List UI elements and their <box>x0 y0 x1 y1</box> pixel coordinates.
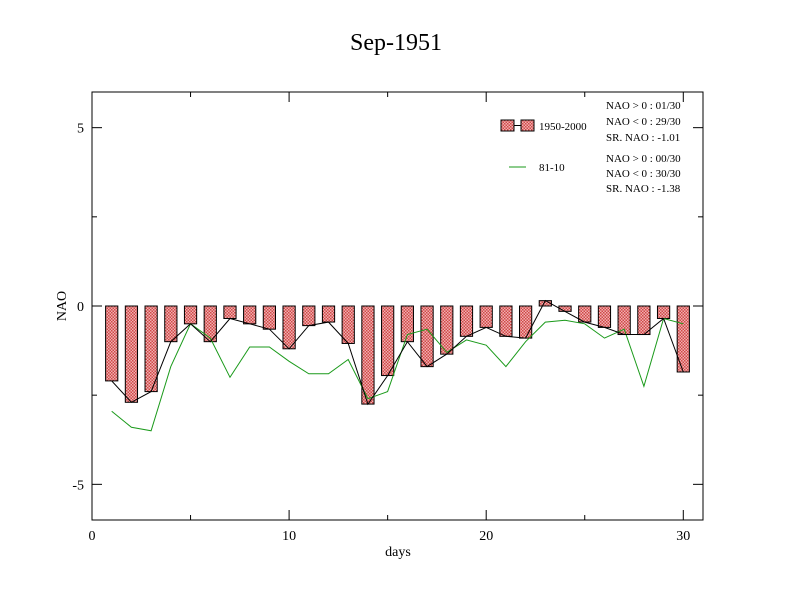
bar <box>400 305 414 343</box>
x-tick-label: 30 <box>676 529 690 544</box>
bar <box>459 305 474 337</box>
line-series <box>111 299 684 432</box>
bar-series-1950-2000 <box>105 300 690 405</box>
bar <box>243 305 257 325</box>
bar <box>321 305 336 323</box>
bar <box>479 305 493 328</box>
x-axis-label: days <box>385 545 411 560</box>
legend-stat-nao-pos-1: NAO > 0 : 01/30 <box>606 100 681 112</box>
bar <box>499 305 513 337</box>
legend-stat-nao-pos-2: NAO > 0 : 00/30 <box>606 153 681 165</box>
bar <box>381 305 395 377</box>
line-81-10 <box>111 317 684 432</box>
legend-stat-nao-neg-2: NAO < 0 : 30/30 <box>606 168 681 180</box>
legend-stat-sr-nao-2: SR. NAO : -1.38 <box>606 183 681 195</box>
bar <box>302 305 316 327</box>
x-tick-label: 0 <box>89 529 96 544</box>
x-tick-label: 10 <box>282 529 296 544</box>
legend-stat-nao-neg-1: NAO < 0 : 29/30 <box>606 116 681 128</box>
y-axis-label: NAO <box>55 291 70 321</box>
line-1950-2000 <box>111 299 684 406</box>
axis-ticks: 0 10 20 30 5 0 -5 <box>72 92 703 544</box>
legend-label-81-10: 81-10 <box>539 162 565 174</box>
legend-swatch-right <box>520 119 535 132</box>
bar <box>262 305 276 330</box>
bar <box>124 305 139 403</box>
y-tick-label: 0 <box>77 300 84 315</box>
bar <box>519 305 533 339</box>
legend-label-1950-2000: 1950-2000 <box>539 121 587 133</box>
y-tick-label: -5 <box>72 478 84 493</box>
legend-stat-sr-nao-1: SR. NAO : -1.01 <box>606 132 680 144</box>
chart-title: Sep-1951 <box>350 30 442 56</box>
bar <box>223 305 237 319</box>
legend-swatch-left <box>500 119 515 132</box>
bar <box>144 305 158 393</box>
bar <box>597 305 612 328</box>
bar <box>676 305 690 373</box>
bar <box>164 305 178 343</box>
bar <box>420 305 434 368</box>
legend: 1950-2000 NAO > 0 : 01/30 NAO < 0 : 29/3… <box>500 100 681 195</box>
y-tick-label: 5 <box>77 122 84 137</box>
bar <box>637 305 651 336</box>
bar <box>183 305 198 325</box>
bar <box>341 305 355 344</box>
x-tick-label: 20 <box>479 529 493 544</box>
bar <box>282 305 296 350</box>
bar <box>105 305 119 382</box>
bar <box>656 305 671 319</box>
